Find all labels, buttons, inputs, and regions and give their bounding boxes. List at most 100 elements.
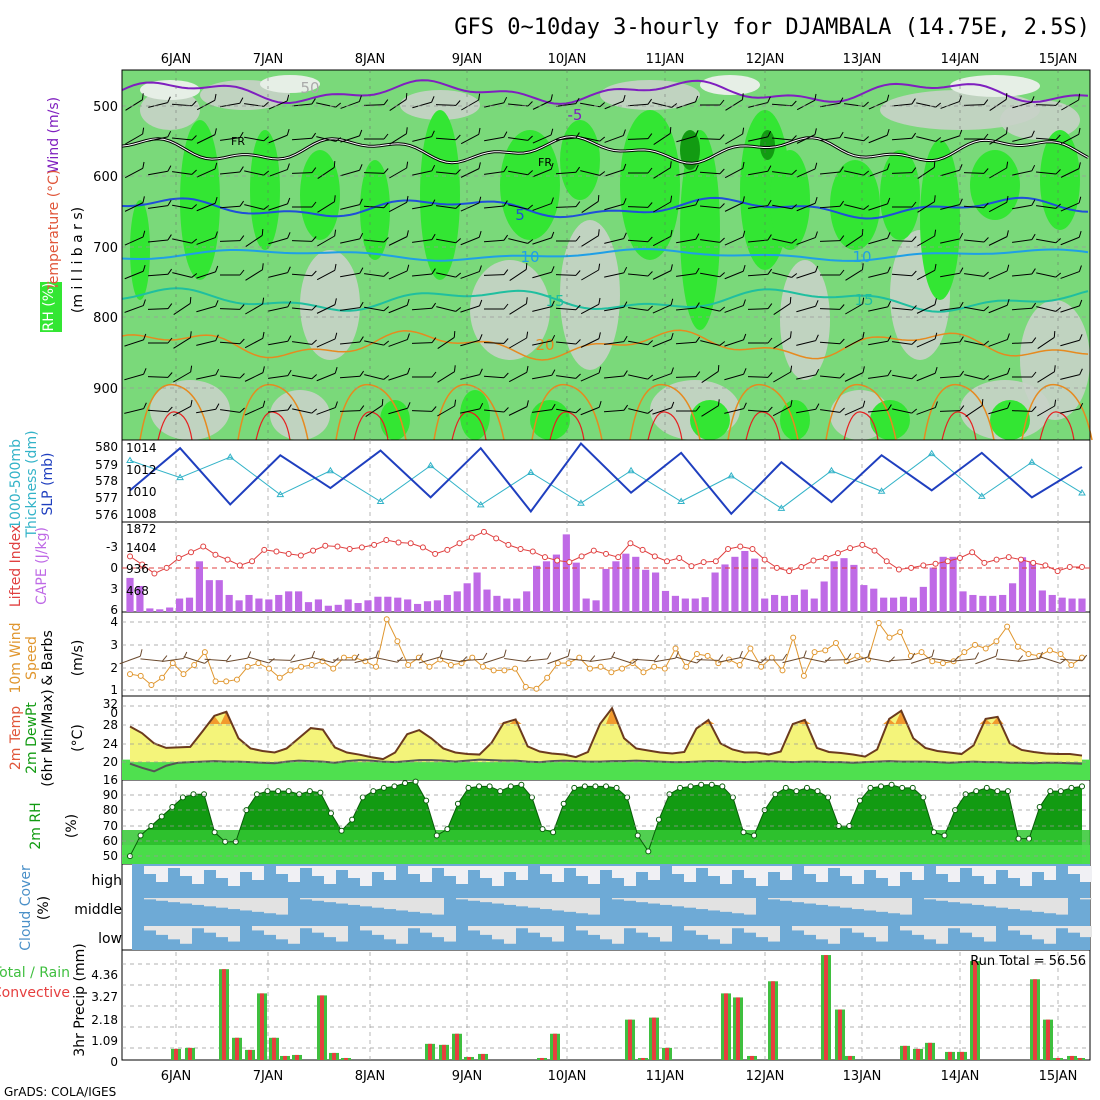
wind-barb-staff [268, 134, 288, 144]
slp-ytick: 1012 [126, 463, 157, 477]
rh-legend-swatch [40, 282, 62, 332]
cloud-high-gap [552, 866, 564, 882]
cloud-high-gap [432, 866, 444, 868]
wind-barb-staff [796, 168, 816, 178]
wind-barb-flag [983, 133, 989, 140]
cloud-low-gap [972, 926, 984, 938]
cape-bar [344, 599, 352, 612]
wind-barb-flag [527, 170, 533, 176]
contour-hot [1039, 411, 1075, 441]
lifted-index-line-marker [261, 546, 268, 553]
wind-barb-staff [173, 337, 191, 349]
wind-barb-staff [724, 373, 744, 381]
wind-barb-staff [676, 204, 696, 210]
cape-bar [790, 594, 799, 612]
wind-barb-staff [172, 272, 192, 278]
wind-barb [820, 373, 845, 379]
wind-barb [461, 93, 481, 111]
rh2m-line-marker [909, 784, 916, 791]
wind-barb-flag [623, 370, 628, 377]
wind-barb-flag [670, 264, 673, 271]
wind-barb-staff [1060, 339, 1080, 347]
wind-barb [581, 263, 601, 281]
wind10-barb-staff [675, 656, 697, 664]
wind-barb-flag [790, 399, 793, 407]
wind-barb-staff [1012, 170, 1032, 176]
wind-barb-staff [268, 340, 288, 346]
cape-bar [523, 591, 531, 612]
wind-barb-flag [742, 299, 746, 306]
wind-barb [364, 306, 389, 312]
cape-bar [959, 591, 967, 612]
wind10-speed-line-marker [736, 661, 743, 668]
wind-barb-staff [820, 375, 840, 379]
wind-barb-flag [887, 266, 891, 273]
wind10-speed-line-marker [704, 652, 711, 659]
wind-barb [483, 234, 509, 243]
rh2m-line-marker [528, 794, 535, 801]
wind-barb-staff [652, 407, 672, 415]
wind-barb [989, 161, 1009, 179]
wind-barb-flag [767, 130, 772, 138]
wind-barb-flag [407, 402, 411, 409]
wind-barb-staff [244, 204, 264, 210]
rh2m-line-marker [465, 784, 472, 791]
cape-ytick: 936 [126, 562, 149, 576]
wind-barb-staff [268, 100, 288, 110]
cloud-high-gap [900, 866, 912, 872]
wind-barb-flag [526, 365, 529, 373]
lifted-index-line-marker [188, 549, 195, 556]
wind-barb-staff [868, 100, 888, 110]
wind-barb-flag [479, 368, 483, 375]
wind10-barb [953, 652, 980, 662]
wind-barb-staff [508, 170, 528, 176]
wind-barb-staff [437, 371, 455, 383]
rh2m-line-marker [1015, 835, 1022, 842]
wind-barb-staff [604, 135, 624, 143]
wind-barb-staff [675, 341, 697, 345]
precip-convective-bar [736, 997, 740, 1060]
thickness-line-marker [1078, 488, 1086, 496]
rh-verylow-area [700, 75, 760, 95]
wind-barb-staff [891, 137, 913, 141]
cloud-high-gap [408, 866, 420, 874]
wind-barb [628, 340, 653, 346]
cape-bar [314, 599, 323, 612]
wind-barb [748, 96, 771, 108]
wind-barb-flag [767, 96, 771, 103]
thickness-line-marker [126, 456, 134, 463]
wind-barb-staff [845, 269, 863, 281]
wind10-barb-flag [418, 653, 424, 660]
rh2m-line-marker [983, 784, 990, 791]
wind10-barb-flag [375, 650, 379, 658]
wind-barb-staff [484, 171, 504, 175]
wind-barb-flag [887, 300, 892, 308]
wind-barb-staff [676, 238, 696, 244]
wind-barb-flag [863, 170, 870, 176]
cloud-mid-gap [576, 898, 588, 914]
wind-barb-flag [791, 169, 797, 175]
cloud-high-gap [420, 866, 432, 882]
wind-barb-flag [431, 371, 437, 378]
wind-barb [268, 232, 291, 245]
wind-barb-flag [717, 399, 720, 406]
cape-bar [354, 603, 362, 612]
cloud-mid-gap [168, 898, 180, 903]
wind-barb-staff [172, 137, 192, 141]
wind-barb-flag [287, 300, 292, 308]
wind-barb [868, 369, 892, 379]
wind-barb-flag [431, 233, 436, 240]
wind-barb [1012, 96, 1035, 109]
wind-barb-staff [196, 340, 216, 346]
precip-convective-bar [174, 1048, 178, 1060]
wind10-barb-flag [268, 657, 275, 664]
wind-barb [1012, 371, 1037, 378]
contour-label: -5 [568, 106, 583, 124]
wind-barb-staff [916, 136, 936, 142]
lifted-index-line-marker [932, 560, 939, 567]
wind10-barb [161, 651, 188, 663]
precip-frame [121, 949, 1091, 1061]
wind-barb-staff [989, 167, 1007, 179]
rh2m-line-marker [581, 783, 588, 790]
wind-barb-flag [1054, 399, 1057, 407]
